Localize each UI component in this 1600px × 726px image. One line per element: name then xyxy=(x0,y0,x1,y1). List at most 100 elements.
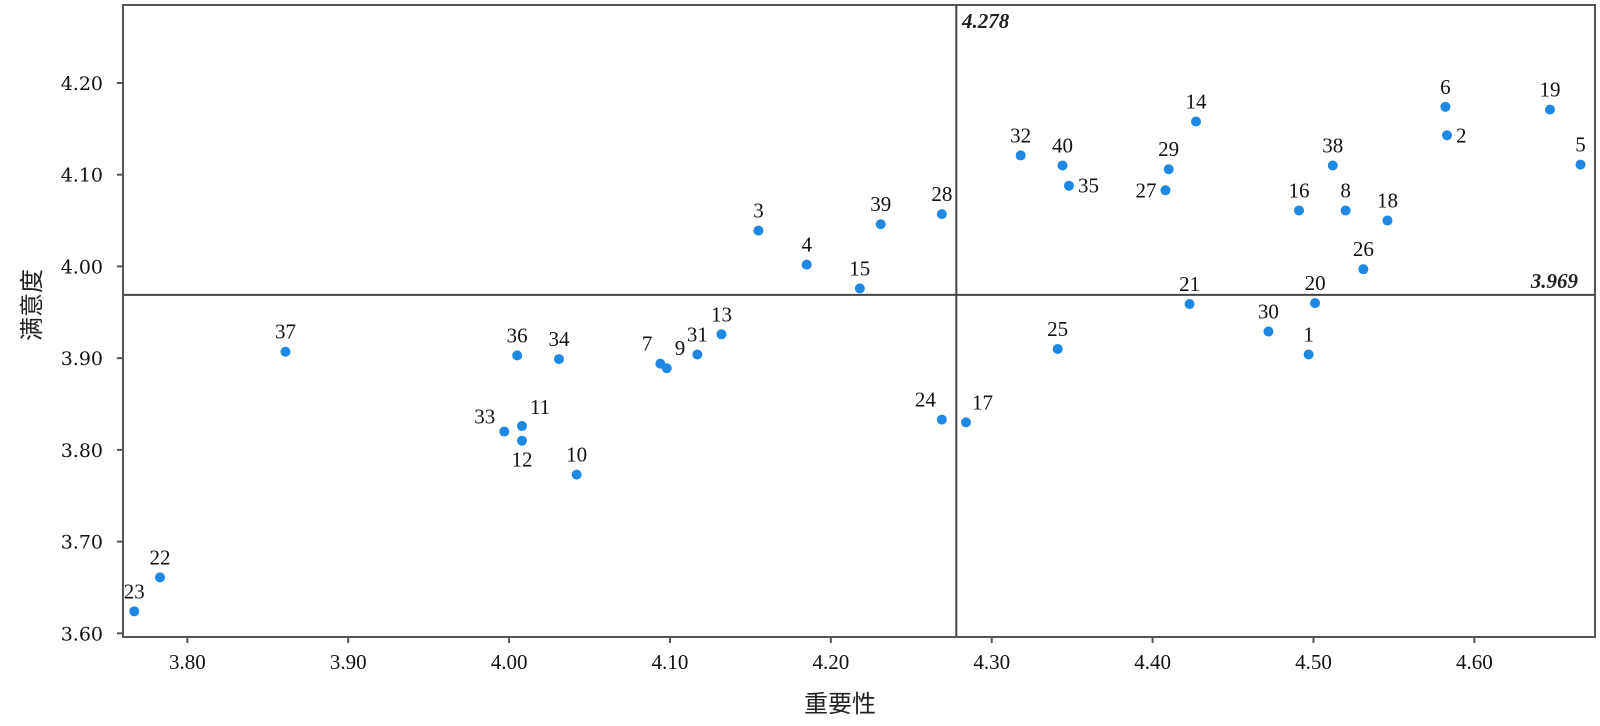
data-point-label: 9 xyxy=(675,336,686,360)
data-point-label: 25 xyxy=(1047,317,1068,341)
data-point xyxy=(854,283,865,294)
y-tick-label: 3.70 xyxy=(61,532,103,554)
x-axis-label: 重要性 xyxy=(804,690,876,718)
y-reference-label: 3.969 xyxy=(1530,269,1579,293)
y-tick-label: 4.20 xyxy=(61,73,103,95)
data-point xyxy=(753,225,764,236)
data-point xyxy=(1163,164,1174,175)
data-point-label: 10 xyxy=(566,443,587,467)
data-point-label: 3 xyxy=(753,199,764,223)
data-point xyxy=(1160,185,1171,196)
data-point xyxy=(1382,215,1393,226)
x-reference-label: 4.278 xyxy=(961,9,1010,33)
y-tick-label: 4.00 xyxy=(61,256,103,278)
data-point xyxy=(1303,349,1314,360)
data-point-label: 6 xyxy=(1440,75,1451,99)
data-point-label: 39 xyxy=(870,192,891,216)
data-point xyxy=(280,346,291,357)
data-point xyxy=(936,209,947,220)
x-tick-label: 4.30 xyxy=(973,650,1010,674)
data-point-label: 28 xyxy=(931,182,952,206)
data-point xyxy=(716,329,727,340)
data-point-label: 15 xyxy=(849,256,870,280)
data-point xyxy=(1052,343,1063,354)
data-point-label: 18 xyxy=(1377,189,1398,213)
data-point xyxy=(1191,116,1202,127)
data-point xyxy=(1340,205,1351,216)
x-tick-label: 3.90 xyxy=(330,650,367,674)
data-point-label: 12 xyxy=(511,448,532,472)
data-point xyxy=(1544,104,1555,115)
x-tick-label: 4.10 xyxy=(652,650,689,674)
data-point xyxy=(936,414,947,425)
data-point-label: 11 xyxy=(530,395,550,419)
data-point-label: 16 xyxy=(1288,178,1309,202)
data-point-label: 27 xyxy=(1135,178,1156,202)
data-point-label: 2 xyxy=(1456,123,1467,147)
data-point-label: 35 xyxy=(1078,174,1099,198)
y-tick-label: 3.90 xyxy=(61,348,103,370)
data-point-label: 20 xyxy=(1305,271,1326,295)
y-axis-label: 满意度 xyxy=(18,269,46,341)
data-point xyxy=(516,435,527,446)
y-tick-label: 3.80 xyxy=(61,440,103,462)
data-point-label: 40 xyxy=(1052,134,1073,158)
data-point-label: 34 xyxy=(548,327,570,351)
data-point-label: 5 xyxy=(1575,133,1586,157)
data-point xyxy=(155,572,166,583)
data-point-label: 32 xyxy=(1010,123,1031,147)
data-point-label: 17 xyxy=(972,390,993,414)
x-tick-label: 4.20 xyxy=(812,650,849,674)
data-point xyxy=(1440,101,1451,112)
data-point-label: 31 xyxy=(687,322,708,346)
data-point-label: 21 xyxy=(1179,272,1200,296)
data-point xyxy=(499,426,510,437)
plot-marks: 3.80 3.90 4.00 4.10 4.20 4.30 4.40 4.50 4.60 3.60… xyxy=(61,4,1596,674)
data-point-label: 1 xyxy=(1303,322,1314,346)
x-tick-label: 4.50 xyxy=(1295,650,1332,674)
data-point xyxy=(1575,159,1586,170)
data-point-label: 33 xyxy=(474,405,495,429)
data-point xyxy=(571,469,582,480)
data-point xyxy=(875,219,886,230)
data-point xyxy=(1263,326,1274,337)
x-tick-label: 3.80 xyxy=(169,650,206,674)
data-point xyxy=(1358,264,1369,275)
data-point xyxy=(1310,298,1321,309)
data-point-label: 7 xyxy=(642,332,653,356)
data-point-label: 19 xyxy=(1539,78,1560,102)
data-point xyxy=(960,417,971,428)
data-point xyxy=(1184,299,1195,310)
data-point xyxy=(512,350,523,361)
x-tick-label: 4.60 xyxy=(1456,650,1493,674)
data-point xyxy=(1015,150,1026,161)
data-point-label: 13 xyxy=(711,302,732,326)
y-tick-label: 4.10 xyxy=(61,165,103,187)
x-tick-label: 4.40 xyxy=(1134,650,1171,674)
data-point-label: 24 xyxy=(915,388,937,412)
data-point xyxy=(1063,180,1074,191)
data-point xyxy=(553,354,564,365)
data-point-label: 22 xyxy=(150,545,171,569)
data-point xyxy=(1293,205,1304,216)
data-point xyxy=(1441,130,1452,141)
data-point-label: 37 xyxy=(275,320,296,344)
data-point-label: 29 xyxy=(1158,137,1179,161)
data-point-label: 26 xyxy=(1353,237,1374,261)
data-point-label: 23 xyxy=(124,579,145,603)
data-point-label: 4 xyxy=(801,233,812,257)
data-point xyxy=(801,259,812,270)
data-point-label: 14 xyxy=(1186,89,1208,113)
data-point xyxy=(661,363,672,374)
data-point xyxy=(129,606,140,617)
y-tick-label: 3.60 xyxy=(61,623,103,645)
data-point xyxy=(1057,160,1068,171)
data-point-label: 8 xyxy=(1340,178,1351,202)
data-point xyxy=(516,421,527,432)
plot-frame xyxy=(122,4,1596,638)
data-point-label: 30 xyxy=(1258,300,1279,324)
data-point-label: 38 xyxy=(1322,134,1343,158)
data-point-label: 36 xyxy=(507,323,528,347)
x-tick-label: 4.00 xyxy=(491,650,528,674)
